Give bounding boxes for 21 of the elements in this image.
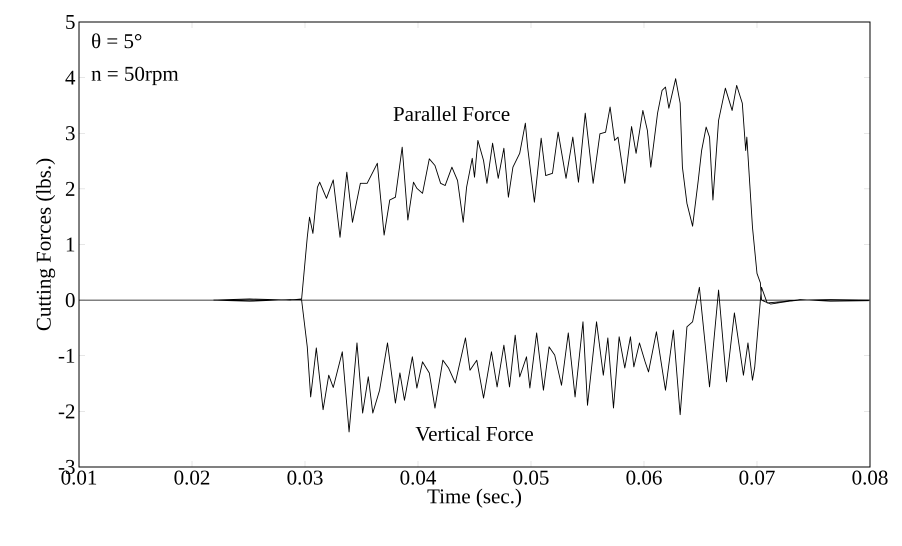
annotation: θ = 5°	[92, 33, 142, 48]
annotation: n = 50rpm	[92, 66, 178, 86]
y-axis-title: Cutting Forces (lbs.)	[36, 158, 56, 330]
x-tick-label: 0.02	[174, 470, 210, 485]
y-tick-label: 2	[66, 182, 74, 196]
x-tick-label: 0.04	[400, 470, 436, 485]
y-tick-label: 0	[66, 293, 75, 308]
x-tick-label: 0.07	[739, 470, 775, 485]
x-tick-label: 0.06	[626, 470, 662, 485]
x-tick-label: 0.08	[852, 470, 888, 485]
series-label: Vertical Force	[416, 426, 533, 442]
x-tick-label: 0.05	[513, 470, 549, 485]
y-tick-label: 4	[65, 70, 76, 85]
y-tick-label: -2	[58, 404, 74, 418]
y-tick-label: 5	[66, 15, 75, 29]
y-tick-label: 1	[66, 238, 74, 252]
x-tick-label: 0.03	[287, 470, 323, 485]
series-label: Parallel Force	[394, 106, 510, 122]
y-tick-label: 3	[66, 126, 75, 140]
x-axis-title: Time (sec.)	[427, 488, 522, 508]
y-tick-label: -1	[58, 348, 74, 363]
